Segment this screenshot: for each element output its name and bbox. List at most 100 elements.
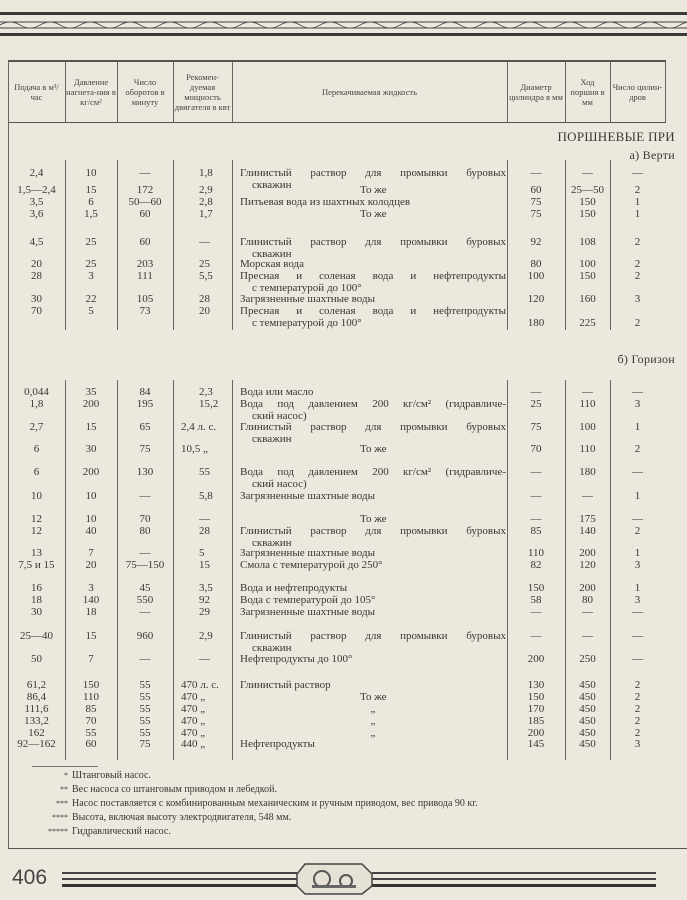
- table-cell: 20: [31, 258, 42, 270]
- table-cell: —: [582, 167, 593, 179]
- table-cell: 3,5: [29, 196, 44, 208]
- table-cell: 1,8: [199, 167, 213, 179]
- table-cell: 25: [85, 236, 97, 248]
- liquid-line: =То же: [359, 208, 387, 220]
- table-cell: 111,6: [24, 703, 49, 715]
- table-cell: 5: [88, 305, 94, 317]
- table-cell: 3: [88, 582, 94, 594]
- table-cell: 5: [199, 547, 205, 559]
- table-cell: 84: [139, 386, 151, 398]
- table-cell: 200: [527, 727, 545, 739]
- liquid-line: Смола с температурой до 250°: [240, 559, 383, 571]
- table-cell: 200: [579, 582, 596, 594]
- table-cell: 200: [527, 653, 545, 665]
- column-separator: [565, 160, 566, 330]
- liquid-description: Загрязненные шахтные воды: [240, 547, 506, 559]
- subsection-title: а) Верти: [629, 148, 675, 162]
- table-cell: —: [632, 466, 643, 478]
- column-separator: [117, 380, 118, 760]
- table-cell: 15: [85, 184, 97, 196]
- table-cell: 65: [139, 421, 151, 433]
- table-cell: 105: [136, 293, 154, 305]
- table-cell: —: [139, 653, 151, 665]
- table-cell: —: [632, 386, 643, 398]
- table-cell: —: [632, 167, 643, 179]
- liquid-line: с температурой до 100°: [252, 282, 362, 294]
- table-cell: 3: [634, 559, 641, 571]
- table-cell: 80: [139, 525, 151, 537]
- table-cell: 70: [31, 305, 42, 317]
- table-cell: 470 л. с.: [181, 679, 219, 691]
- liquid-line: Вода или масло: [240, 386, 314, 398]
- table-cell: 55: [139, 691, 151, 703]
- column-separator: [65, 160, 66, 330]
- table-cell: 6: [33, 443, 40, 455]
- liquid-description: Глинистый раствор для промывки буровых ск…: [240, 236, 506, 260]
- table-cell: 110: [579, 443, 596, 455]
- liquid-line: скважин: [252, 248, 292, 260]
- table-cell: 470 „: [181, 727, 206, 739]
- liquid-description: =То же: [240, 443, 506, 459]
- footnote-text: Высота, включая высоту электродвигателя,…: [72, 812, 292, 823]
- table-cell: 75: [530, 196, 542, 208]
- liquid-line: Морская вода: [240, 258, 305, 270]
- table-cell: 60: [139, 208, 151, 220]
- liquid-description: Морская вода: [240, 258, 506, 270]
- liquid-description: =То же: [240, 184, 506, 200]
- table-cell: 2,4: [29, 167, 44, 179]
- liquid-description: Вода или масло: [240, 386, 506, 398]
- liquid-line: Питьевая вода из шахтных колодцев: [240, 196, 411, 208]
- table-cell: 140: [579, 525, 596, 537]
- liquid-line: „: [370, 703, 376, 715]
- table-cell: 203: [136, 258, 154, 270]
- table-cell: 92—162: [17, 738, 56, 750]
- table-cell: 80: [582, 594, 593, 606]
- column-header: Число цилин-дров: [612, 82, 663, 102]
- liquid-description: Глинистый раствор для промывки буровых ск…: [240, 525, 506, 549]
- liquid-line: =То же: [359, 691, 387, 703]
- table-cell: 2,9: [199, 630, 213, 642]
- table-cell: 450: [579, 703, 596, 715]
- table-cell: —: [582, 606, 593, 618]
- liquid-line: Вода под давлением 200 кг/см² (гидравлич…: [240, 466, 506, 478]
- table-cell: 2: [634, 727, 641, 739]
- column-separator: [65, 62, 66, 122]
- liquid-description: Смола с температурой до 250°: [240, 559, 506, 571]
- table-cell: —: [139, 490, 151, 502]
- footnote-mark: ****: [52, 813, 68, 822]
- bottom-ornament-border: [62, 863, 656, 895]
- liquid-description: „: [240, 703, 506, 715]
- table-cell: 12: [31, 513, 42, 525]
- table-cell: 13: [31, 547, 42, 559]
- table-cell: 111: [137, 270, 153, 282]
- column-header: Число оборотов в минуту: [125, 77, 165, 107]
- table-cell: 58: [530, 594, 542, 606]
- table-cell: 28: [31, 270, 42, 282]
- column-separator: [610, 160, 611, 330]
- liquid-description: Вода и нефтепродукты: [240, 582, 506, 594]
- table-cell: 470 „: [181, 715, 206, 727]
- table-cell: 175: [579, 513, 596, 525]
- liquid-description: Загрязненные шахтные воды: [240, 490, 506, 502]
- table-cell: 10,5 „: [181, 443, 208, 455]
- table-cell: 225: [579, 317, 596, 329]
- table-cell: 150: [527, 691, 545, 703]
- footnote-text: Гидравлический насос.: [72, 826, 171, 837]
- table-cell: 3: [634, 738, 641, 750]
- liquid-description: Глинистый раствор: [240, 679, 506, 691]
- liquid-description: =То же: [240, 691, 506, 707]
- table-cell: 550: [136, 594, 154, 606]
- table-cell: 2,7: [29, 421, 44, 433]
- table-cell: 2: [634, 258, 641, 270]
- table-cell: —: [530, 630, 542, 642]
- table-cell: 30: [31, 606, 42, 618]
- table-cell: 15: [199, 559, 210, 571]
- column-separator: [507, 380, 508, 760]
- table-cell: 133,2: [24, 715, 49, 727]
- table-cell: 200: [82, 398, 100, 410]
- table-cell: 110: [527, 547, 545, 559]
- table-cell: 470 „: [181, 703, 206, 715]
- table-cell: 2: [634, 691, 641, 703]
- table-cell: 162: [28, 727, 45, 739]
- table-cell: 2: [634, 236, 641, 248]
